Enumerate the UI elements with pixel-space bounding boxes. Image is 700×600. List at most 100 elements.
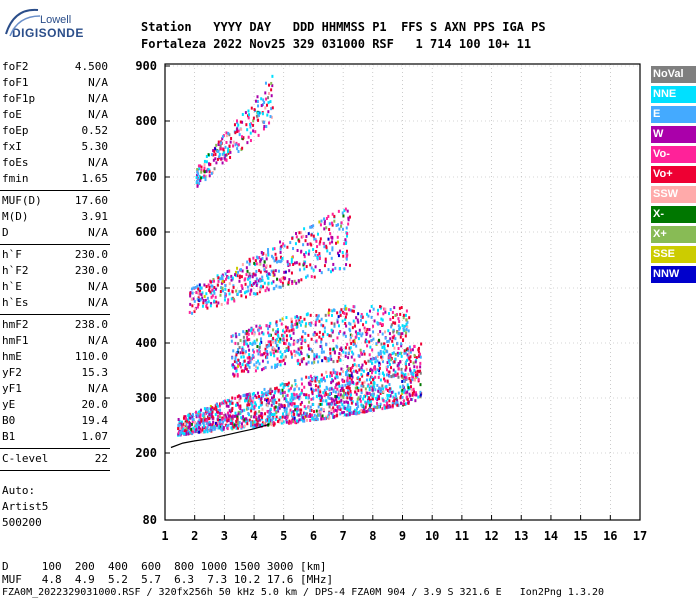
- echo-point: [328, 416, 331, 420]
- echo-point: [305, 362, 308, 366]
- echo-point: [253, 420, 256, 424]
- echo-point: [381, 371, 384, 375]
- echo-point: [220, 277, 223, 281]
- echo-point: [366, 409, 369, 413]
- echo-point: [228, 282, 231, 286]
- echo-point: [295, 319, 298, 323]
- echo-point: [259, 270, 262, 274]
- echo-point: [309, 409, 312, 413]
- echo-point: [392, 316, 395, 320]
- echo-point: [342, 379, 345, 383]
- echo-point: [330, 407, 333, 411]
- echo-point: [403, 388, 406, 392]
- echo-point: [320, 379, 323, 383]
- echo-point: [346, 369, 349, 373]
- echo-point: [251, 331, 254, 335]
- echo-point: [225, 134, 228, 138]
- echo-point: [409, 385, 412, 389]
- param-name: h`F2: [2, 264, 29, 277]
- echo-point: [290, 328, 293, 332]
- echo-point: [276, 344, 279, 348]
- echo-point: [253, 405, 256, 409]
- echo-point: [415, 356, 418, 360]
- echo-point: [339, 389, 342, 393]
- echo-point: [264, 347, 267, 351]
- echo-point: [392, 395, 395, 399]
- echo-point: [384, 307, 387, 311]
- echo-point: [345, 249, 348, 253]
- echo-point: [301, 360, 304, 364]
- echo-point: [307, 355, 310, 359]
- echo-point: [379, 306, 382, 310]
- echo-point: [284, 355, 287, 359]
- echo-point: [240, 422, 243, 426]
- echo-point: [332, 415, 335, 419]
- echo-point: [255, 255, 258, 259]
- echo-point: [219, 408, 222, 412]
- echo-point: [357, 354, 360, 358]
- echo-point: [199, 286, 202, 290]
- echo-point: [305, 322, 308, 326]
- echo-point: [371, 371, 374, 375]
- param-row-md: M(D) 3.91: [2, 210, 108, 224]
- echo-point: [387, 339, 390, 343]
- echo-point: [258, 342, 261, 346]
- echo-point: [265, 270, 268, 274]
- echo-point: [283, 270, 286, 274]
- echo-point: [394, 321, 397, 325]
- echo-point: [209, 304, 212, 308]
- echo-point: [228, 269, 231, 273]
- echo-point: [357, 411, 360, 415]
- echo-point: [221, 401, 224, 405]
- echo-point: [360, 314, 363, 318]
- echo-point: [279, 383, 282, 387]
- echo-point: [180, 420, 183, 424]
- echo-point: [261, 421, 264, 425]
- echo-point: [307, 360, 310, 364]
- echo-point: [414, 360, 417, 364]
- echo-point: [247, 407, 250, 411]
- echo-point: [376, 405, 379, 409]
- echo-point: [282, 334, 285, 338]
- echo-point: [245, 393, 248, 397]
- echo-point: [366, 384, 369, 388]
- echo-point: [386, 361, 389, 365]
- echo-point: [313, 357, 316, 361]
- echo-point: [337, 355, 340, 359]
- echo-point: [401, 324, 404, 328]
- echo-point: [370, 375, 373, 379]
- echo-point: [293, 349, 296, 353]
- echo-point: [197, 303, 200, 307]
- echo-point: [282, 341, 285, 345]
- echo-point: [291, 236, 294, 240]
- echo-point: [225, 158, 228, 162]
- echo-point: [361, 363, 364, 367]
- echo-point: [393, 360, 396, 364]
- echo-point: [245, 420, 248, 424]
- echo-point: [207, 283, 210, 287]
- echo-point: [339, 329, 342, 333]
- echo-point: [293, 261, 296, 265]
- echo-point: [325, 370, 328, 374]
- echo-point: [256, 345, 259, 349]
- echo-point: [401, 379, 404, 383]
- echo-point: [252, 123, 255, 127]
- echo-point: [297, 362, 300, 366]
- echo-point: [389, 337, 392, 341]
- echo-point: [238, 133, 241, 137]
- echo-point: [200, 408, 203, 412]
- echo-point: [277, 269, 280, 273]
- echo-point: [405, 395, 408, 399]
- echo-point: [353, 339, 356, 343]
- echo-point: [408, 351, 411, 355]
- echo-point: [309, 379, 312, 383]
- echo-point: [390, 375, 393, 379]
- echo-point: [232, 363, 235, 367]
- echo-point: [274, 252, 277, 256]
- echo-point: [363, 410, 366, 414]
- echo-point: [266, 345, 269, 349]
- echo-point: [324, 257, 327, 261]
- echo-point: [309, 263, 312, 267]
- echo-point: [290, 386, 293, 390]
- echo-point: [324, 417, 327, 421]
